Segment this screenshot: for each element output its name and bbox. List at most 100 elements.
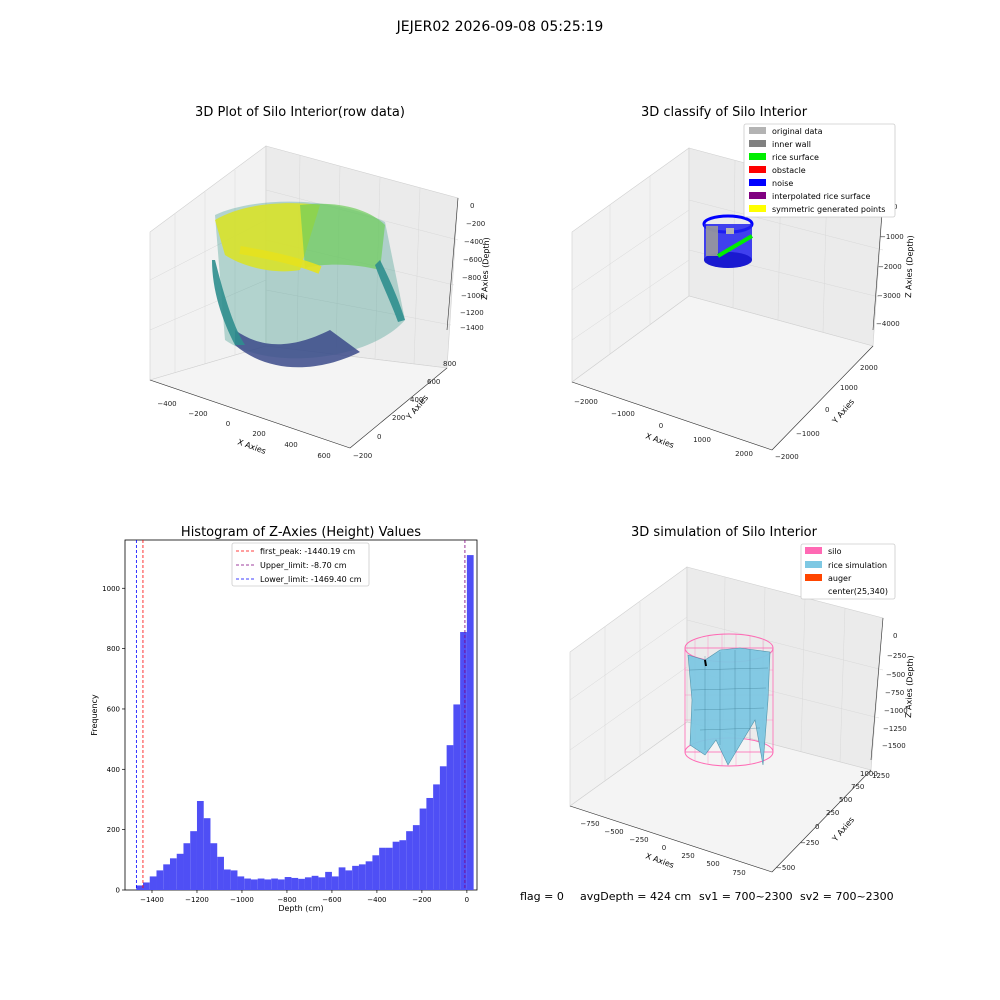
raw-ztick: −800 bbox=[462, 274, 481, 282]
raw-xtick: −400 bbox=[157, 400, 176, 408]
simulation-ztick: −1500 bbox=[882, 742, 906, 750]
histogram-bar bbox=[250, 879, 258, 890]
classify-y-axis bbox=[771, 345, 874, 451]
legend-swatch-auger bbox=[805, 574, 822, 581]
classify-plot-panel: 3D classify of Silo Interior −2000 −1000… bbox=[571, 105, 915, 461]
histogram-x-label: Depth (cm) bbox=[278, 904, 323, 913]
histogram-ytick-label: 1000 bbox=[102, 585, 120, 593]
histogram-bar bbox=[203, 818, 211, 890]
raw-y-axis bbox=[349, 367, 448, 449]
simulation-ytick: 1000 bbox=[860, 770, 878, 778]
legend-label: noise bbox=[772, 179, 793, 188]
histogram-bar bbox=[190, 831, 197, 890]
simulation-ztick: −250 bbox=[887, 652, 906, 660]
legend-swatch-original bbox=[749, 127, 766, 134]
histogram-bar bbox=[365, 861, 373, 890]
histogram-ytick-label: 0 bbox=[116, 887, 120, 895]
simulation-plot-title: 3D simulation of Silo Interior bbox=[631, 525, 818, 540]
histogram-ytick-label: 600 bbox=[107, 705, 120, 713]
legend-label: inner wall bbox=[772, 140, 811, 149]
legend-swatch-rice-surface bbox=[749, 153, 766, 160]
simulation-xtick: −750 bbox=[580, 820, 599, 828]
simulation-ztick: −750 bbox=[885, 689, 904, 697]
histogram-bar bbox=[304, 877, 312, 890]
legend-label-first-peak: first_peak: -1440.19 cm bbox=[260, 547, 355, 556]
histogram-bar bbox=[196, 800, 204, 890]
raw-x-ticks: −400 −200 0 200 400 600 bbox=[157, 400, 330, 460]
histogram-bar bbox=[277, 879, 285, 890]
raw-ztick: 0 bbox=[470, 202, 474, 210]
raw-z-label: Z Axies (Depth) bbox=[480, 237, 491, 300]
legend-swatch-inner-wall bbox=[749, 140, 766, 147]
histogram-ytick-label: 200 bbox=[107, 826, 120, 834]
histogram-xtick-label: −600 bbox=[322, 896, 341, 904]
simulation-xtick: 0 bbox=[662, 844, 666, 852]
status-sv2: sv2 = 700~2300 bbox=[800, 890, 894, 903]
legend-swatch-noise bbox=[749, 179, 766, 186]
histogram-bar bbox=[163, 864, 170, 890]
histogram-bar bbox=[176, 853, 184, 890]
classify-xtick: 2000 bbox=[735, 450, 753, 458]
histogram-xtick-label: −800 bbox=[277, 896, 296, 904]
simulation-plot-panel: 3D simulation of Silo Interior bbox=[569, 525, 915, 877]
classify-ytick: 2000 bbox=[860, 364, 878, 372]
classify-plot-title: 3D classify of Silo Interior bbox=[641, 105, 808, 120]
simulation-ytick: 1250 bbox=[872, 772, 890, 780]
raw-y-ticks: −200 0 200 400 600 800 bbox=[353, 360, 456, 460]
classify-y-label: Y Axies bbox=[830, 397, 856, 426]
raw-xtick: 0 bbox=[226, 420, 230, 428]
classify-xtick: −2000 bbox=[574, 398, 598, 406]
histogram-bar bbox=[271, 878, 278, 890]
raw-ztick: −1200 bbox=[460, 309, 484, 317]
classify-xtick: 0 bbox=[659, 422, 663, 430]
histogram-x-ticks: −1400 −1200 −1000 −800 −600 −400 −200 0 bbox=[140, 890, 469, 904]
histogram-bar bbox=[460, 632, 467, 890]
legend-label: interpolated rice surface bbox=[772, 192, 870, 201]
histogram-bar bbox=[230, 870, 238, 890]
histogram-bar bbox=[318, 877, 326, 890]
simulation-y-label: Y Axies bbox=[830, 815, 856, 844]
simulation-y-axis bbox=[771, 769, 872, 873]
histogram-bar bbox=[372, 855, 380, 890]
histogram-bar bbox=[385, 847, 393, 890]
simulation-z-label: Z Axies (Depth) bbox=[904, 655, 915, 718]
figure-title: JEJER02 2026-09-08 05:25:19 bbox=[396, 19, 604, 35]
histogram-bar bbox=[210, 843, 218, 890]
auger-marker bbox=[704, 659, 707, 667]
histogram-bar bbox=[169, 858, 177, 890]
raw-xtick: 200 bbox=[252, 430, 265, 438]
simulation-xtick: 500 bbox=[706, 860, 719, 868]
raw-ztick: −600 bbox=[463, 256, 482, 264]
simulation-ytick: −250 bbox=[800, 839, 819, 847]
histogram-ytick-label: 800 bbox=[107, 645, 120, 653]
histogram-bar bbox=[291, 877, 299, 890]
status-flag: flag = 0 bbox=[520, 890, 564, 903]
legend-swatch-interpolated bbox=[749, 192, 766, 199]
histogram-bar bbox=[244, 878, 251, 890]
raw-ztick: −1000 bbox=[461, 292, 485, 300]
classify-y-ticks: −2000 −1000 0 1000 2000 bbox=[775, 364, 878, 461]
classify-ytick: −1000 bbox=[796, 430, 820, 438]
histogram-bar bbox=[406, 831, 413, 890]
histogram-legend: first_peak: -1440.19 cm Upper_limit: -8.… bbox=[231, 542, 370, 587]
classify-ztick: −3000 bbox=[877, 292, 901, 300]
raw-z-ticks: 0 −200 −400 −600 −800 −1000 −1200 −1400 bbox=[460, 202, 485, 332]
raw-plot-panel: 3D Plot of Silo Interior(row data) bbox=[149, 105, 491, 460]
simulation-ytick: −500 bbox=[776, 864, 795, 872]
legend-label: center(25,340) bbox=[828, 587, 888, 596]
histogram-bar bbox=[325, 871, 332, 890]
histogram-bar bbox=[433, 784, 440, 890]
simulation-ytick: 250 bbox=[826, 809, 839, 817]
simulation-xtick: 750 bbox=[732, 869, 745, 877]
histogram-bar bbox=[338, 867, 346, 890]
raw-xtick: 400 bbox=[284, 441, 297, 449]
histogram-bar bbox=[311, 875, 319, 890]
raw-x-label: X Axies bbox=[236, 437, 267, 456]
histogram-bar bbox=[446, 745, 454, 890]
simulation-ztick: 0 bbox=[893, 632, 897, 640]
legend-label: auger bbox=[828, 574, 852, 583]
legend-swatch-silo bbox=[805, 547, 822, 554]
status-avg-depth: avgDepth = 424 cm bbox=[580, 890, 691, 903]
simulation-x-label: X Axies bbox=[644, 851, 675, 870]
legend-swatch-obstacle bbox=[749, 166, 766, 173]
